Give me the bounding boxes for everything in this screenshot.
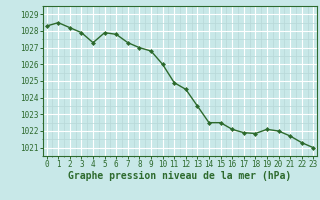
X-axis label: Graphe pression niveau de la mer (hPa): Graphe pression niveau de la mer (hPa) [68, 171, 292, 181]
